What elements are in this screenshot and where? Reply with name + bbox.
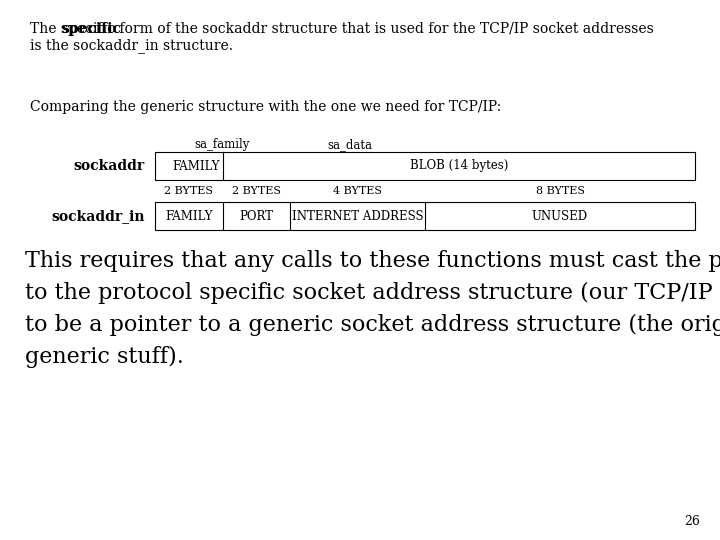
Text: sa_data: sa_data — [328, 138, 372, 151]
Text: is the sockaddr_in structure.: is the sockaddr_in structure. — [30, 38, 233, 53]
Text: 2 BYTES: 2 BYTES — [164, 186, 213, 196]
Text: 26: 26 — [684, 515, 700, 528]
Text: The specific form of the sockaddr structure that is used for the TCP/IP socket a: The specific form of the sockaddr struct… — [30, 22, 654, 36]
Text: PORT: PORT — [239, 210, 274, 222]
Text: This requires that any calls to these functions must cast the pointer: This requires that any calls to these fu… — [25, 250, 720, 272]
Text: to the protocol specific socket address structure (our TCP/IP stuff): to the protocol specific socket address … — [25, 282, 720, 304]
Text: The: The — [0, 539, 1, 540]
Text: 8 BYTES: 8 BYTES — [536, 186, 585, 196]
Text: specific: specific — [61, 22, 121, 36]
Text: 4 BYTES: 4 BYTES — [333, 186, 382, 196]
Text: sockaddr: sockaddr — [74, 159, 145, 173]
Text: UNUSED: UNUSED — [532, 210, 588, 222]
Text: FAMILY: FAMILY — [165, 210, 212, 222]
Text: INTERNET ADDRESS: INTERNET ADDRESS — [292, 210, 423, 222]
Text: generic stuff).: generic stuff). — [25, 346, 184, 368]
Bar — [155, 202, 695, 230]
Text: Comparing the generic structure with the one we need for TCP/IP:: Comparing the generic structure with the… — [30, 100, 501, 114]
Text: 2 BYTES: 2 BYTES — [232, 186, 281, 196]
Text: BLOB (14 bytes): BLOB (14 bytes) — [410, 159, 508, 172]
Text: to be a pointer to a generic socket address structure (the original: to be a pointer to a generic socket addr… — [25, 314, 720, 336]
Text: sa_family: sa_family — [195, 138, 250, 151]
Bar — [155, 152, 695, 180]
Text: sockaddr_in: sockaddr_in — [52, 209, 145, 223]
Text: FAMILY: FAMILY — [172, 159, 220, 172]
